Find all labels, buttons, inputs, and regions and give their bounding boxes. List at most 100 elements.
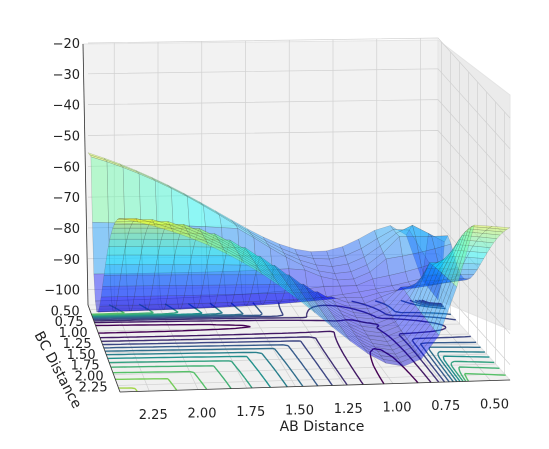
surface-patch [434,243,455,263]
surface-patch [293,281,314,299]
surface-patch [126,273,145,301]
surface-patch [310,250,330,260]
surface-patch [255,263,276,280]
surface-patch [164,224,185,229]
surface-patch [138,173,158,225]
surface-patch [248,293,268,302]
surface-patch [347,256,368,272]
surface-patch [424,272,445,322]
surface-patch [388,271,409,286]
surface-patch [242,247,263,260]
surface-patch [322,299,343,315]
surface-patch [153,178,172,189]
surface-patch [252,274,273,285]
surface-patch [155,254,176,265]
surface-patch [156,224,176,274]
surface-patch [397,350,419,363]
surface-patch [371,343,393,351]
surface-patch [189,254,210,265]
surface-patch [346,322,368,336]
contour-line [93,299,447,386]
surface-patch [223,255,244,266]
surface-patch [104,159,124,168]
z-gridline [87,160,511,242]
surface-patch [440,268,461,276]
surface-patch [377,229,397,247]
surface-patch [409,320,431,348]
surface-patch [223,249,245,264]
surface-patch [450,277,471,283]
surface-patch [171,264,191,276]
y-tick-label: 2.00 [75,370,104,385]
surface-patch [180,303,200,310]
surface-patch [210,239,231,248]
surface-patch [135,218,156,227]
surface-patch [278,243,298,256]
surface-patch [482,230,504,236]
surface-patch [238,264,258,275]
surface-patch [375,316,396,329]
surface-patch [215,294,235,304]
surface-patch [126,232,146,240]
surface-patch [421,256,442,301]
surface-patch [450,226,472,285]
surface-patch [332,315,353,331]
surface-patch [148,221,169,225]
surface-patch [166,221,187,229]
surface-patch [437,255,458,273]
z-axis-line [82,43,89,306]
surface-patch [241,259,262,274]
surface-patch [227,304,248,308]
surface-patch [137,171,156,181]
y-gridline [113,102,496,375]
x-tick-label: 1.25 [334,402,363,417]
surface-patch [193,239,213,248]
surface-patch [453,274,475,280]
surface-patch [307,286,327,299]
surface-patch [188,234,210,246]
surface-patch [122,254,142,265]
surface-patch [160,297,180,310]
z-tick-labels: −20 −30 −40 −50 −60 −70 −80 −90 −100 [44,37,80,299]
z-gridline [87,37,511,119]
surface-patch [395,301,416,327]
surface-patch [288,274,309,292]
surface-patch [198,294,218,304]
contour-line [115,378,178,391]
surface-patch [137,264,157,276]
surface-patch [342,291,363,299]
surface-patch [115,296,135,307]
surface-patch [391,281,412,291]
contour-line [92,299,477,387]
surface-patch [185,274,206,286]
z-tick-label: −60 [53,160,80,175]
x-tick-label: 0.50 [480,398,509,413]
surface-patch [195,306,215,309]
surface-patch [259,270,280,286]
y-tick-label: 0.75 [55,315,84,330]
surface-patch [154,180,174,226]
surface-patch [458,235,480,242]
surface-patch [114,305,134,312]
surface-patch [187,264,208,275]
surface-patch [479,233,501,239]
surface-patch [270,272,291,289]
surface-patch [286,274,306,288]
surface-patch [356,278,376,293]
surface-patch [147,304,167,311]
surface-patch [294,295,316,313]
surface-patch [185,194,204,206]
surface-patch [169,274,189,286]
surface-patch [378,289,398,298]
surface-patch [369,258,390,280]
surface-patch [268,268,289,286]
surface-patch [336,305,357,318]
surface-patch [400,354,422,367]
surface-patch [235,249,256,264]
surface-patch [169,224,190,235]
surface-patch [366,252,387,273]
surface-patch [386,334,408,347]
surface-patch [319,295,340,311]
surface-patch [108,222,127,275]
x-axis-line [119,379,511,393]
